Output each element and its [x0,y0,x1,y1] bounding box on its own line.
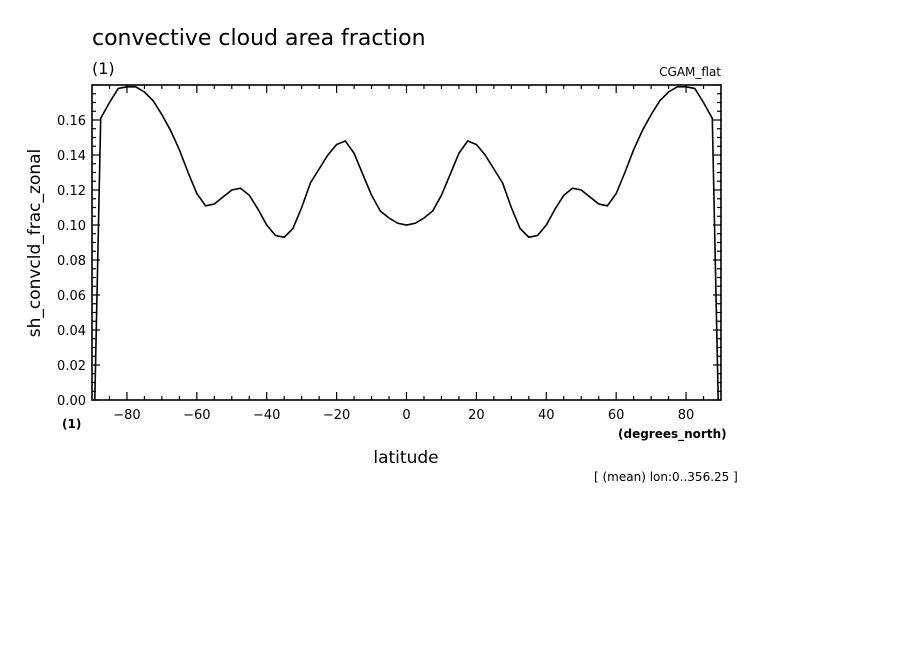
x-tick-label: −40 [253,408,280,423]
series-line [94,86,719,401]
y-tick-label: 0.04 [57,324,86,339]
chart-subtitle: (1) [92,59,115,78]
y-axis-unit: (1) [62,417,81,431]
y-tick-label: 0.12 [57,184,86,199]
x-tick-label: −20 [323,408,350,423]
y-tick-label: 0.08 [57,254,86,269]
chart-title: convective cloud area fraction [92,26,426,51]
x-tick-label: 0 [402,408,410,423]
x-tick-label: 20 [468,408,485,423]
y-tick-label: 0.10 [57,219,86,234]
y-tick-label: 0.06 [57,289,86,304]
x-tick-labels: −80 −60 −40 −20 0 20 40 60 80 [113,408,694,423]
plot-frame [91,84,722,401]
averaging-note: [ (mean) lon:0..356.25 ] [594,470,738,484]
x-tick-label: −60 [183,408,210,423]
x-tick-label: 80 [678,408,695,423]
x-tick-label: 40 [538,408,555,423]
y-tick-label: 0.14 [57,149,86,164]
y-tick-label: 0.00 [57,394,86,409]
x-axis-label: latitude [373,448,438,468]
x-tick-label: 60 [608,408,625,423]
y-axis-label: sh_convcld_frac_zonal [25,149,45,338]
y-tick-label: 0.16 [57,114,86,129]
y-tick-label: 0.02 [57,359,86,374]
axis-ticks [92,84,721,401]
x-axis-unit: (degrees_north) [618,427,727,442]
y-tick-labels: 0.00 0.02 0.04 0.06 0.08 0.10 0.12 0.14 0.16 [57,114,86,409]
dataset-label: CGAM_flat [659,65,721,79]
x-tick-label: −80 [113,408,140,423]
